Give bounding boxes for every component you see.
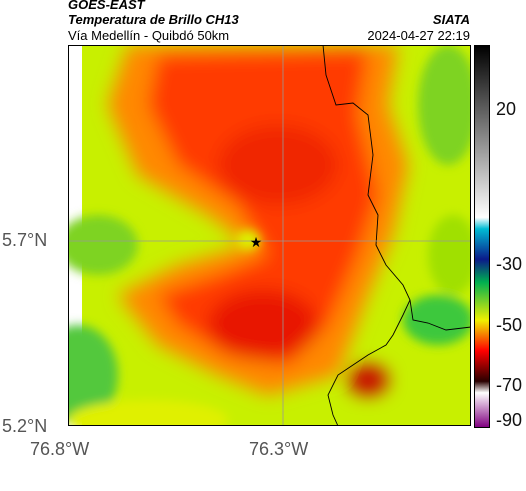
- colorbar-tick-label: -90: [496, 410, 523, 430]
- satellite-title: GOES-EAST: [68, 0, 145, 12]
- colorbar-tick-label: 20: [496, 99, 517, 119]
- x-tick-label: 76.8°W: [30, 439, 90, 459]
- colorbar-tick-label: -50: [496, 315, 523, 335]
- y-tick-label: 5.7°N: [2, 230, 48, 250]
- colorbar: [474, 45, 490, 428]
- map-frame: [68, 45, 471, 426]
- boundary-lines: [322, 45, 471, 426]
- timestamp-label: 2024-04-27 22:19: [367, 28, 470, 43]
- colorbar-tick-label: -70: [496, 375, 523, 395]
- brightness-temperature-map: ★: [68, 45, 471, 426]
- temperature-field: [68, 45, 471, 426]
- x-tick-label: 76.3°W: [249, 439, 309, 459]
- colorbar-tick-label: -30: [496, 254, 523, 274]
- product-title: Temperatura de Brillo CH13: [68, 12, 239, 27]
- organization-label: SIATA: [432, 12, 470, 27]
- graticule: [68, 45, 471, 426]
- y-tick-label: 5.2°N: [2, 416, 48, 436]
- location-marker: ★: [250, 235, 263, 251]
- route-subtitle: Vía Medellín - Quibdó 50km: [68, 28, 230, 43]
